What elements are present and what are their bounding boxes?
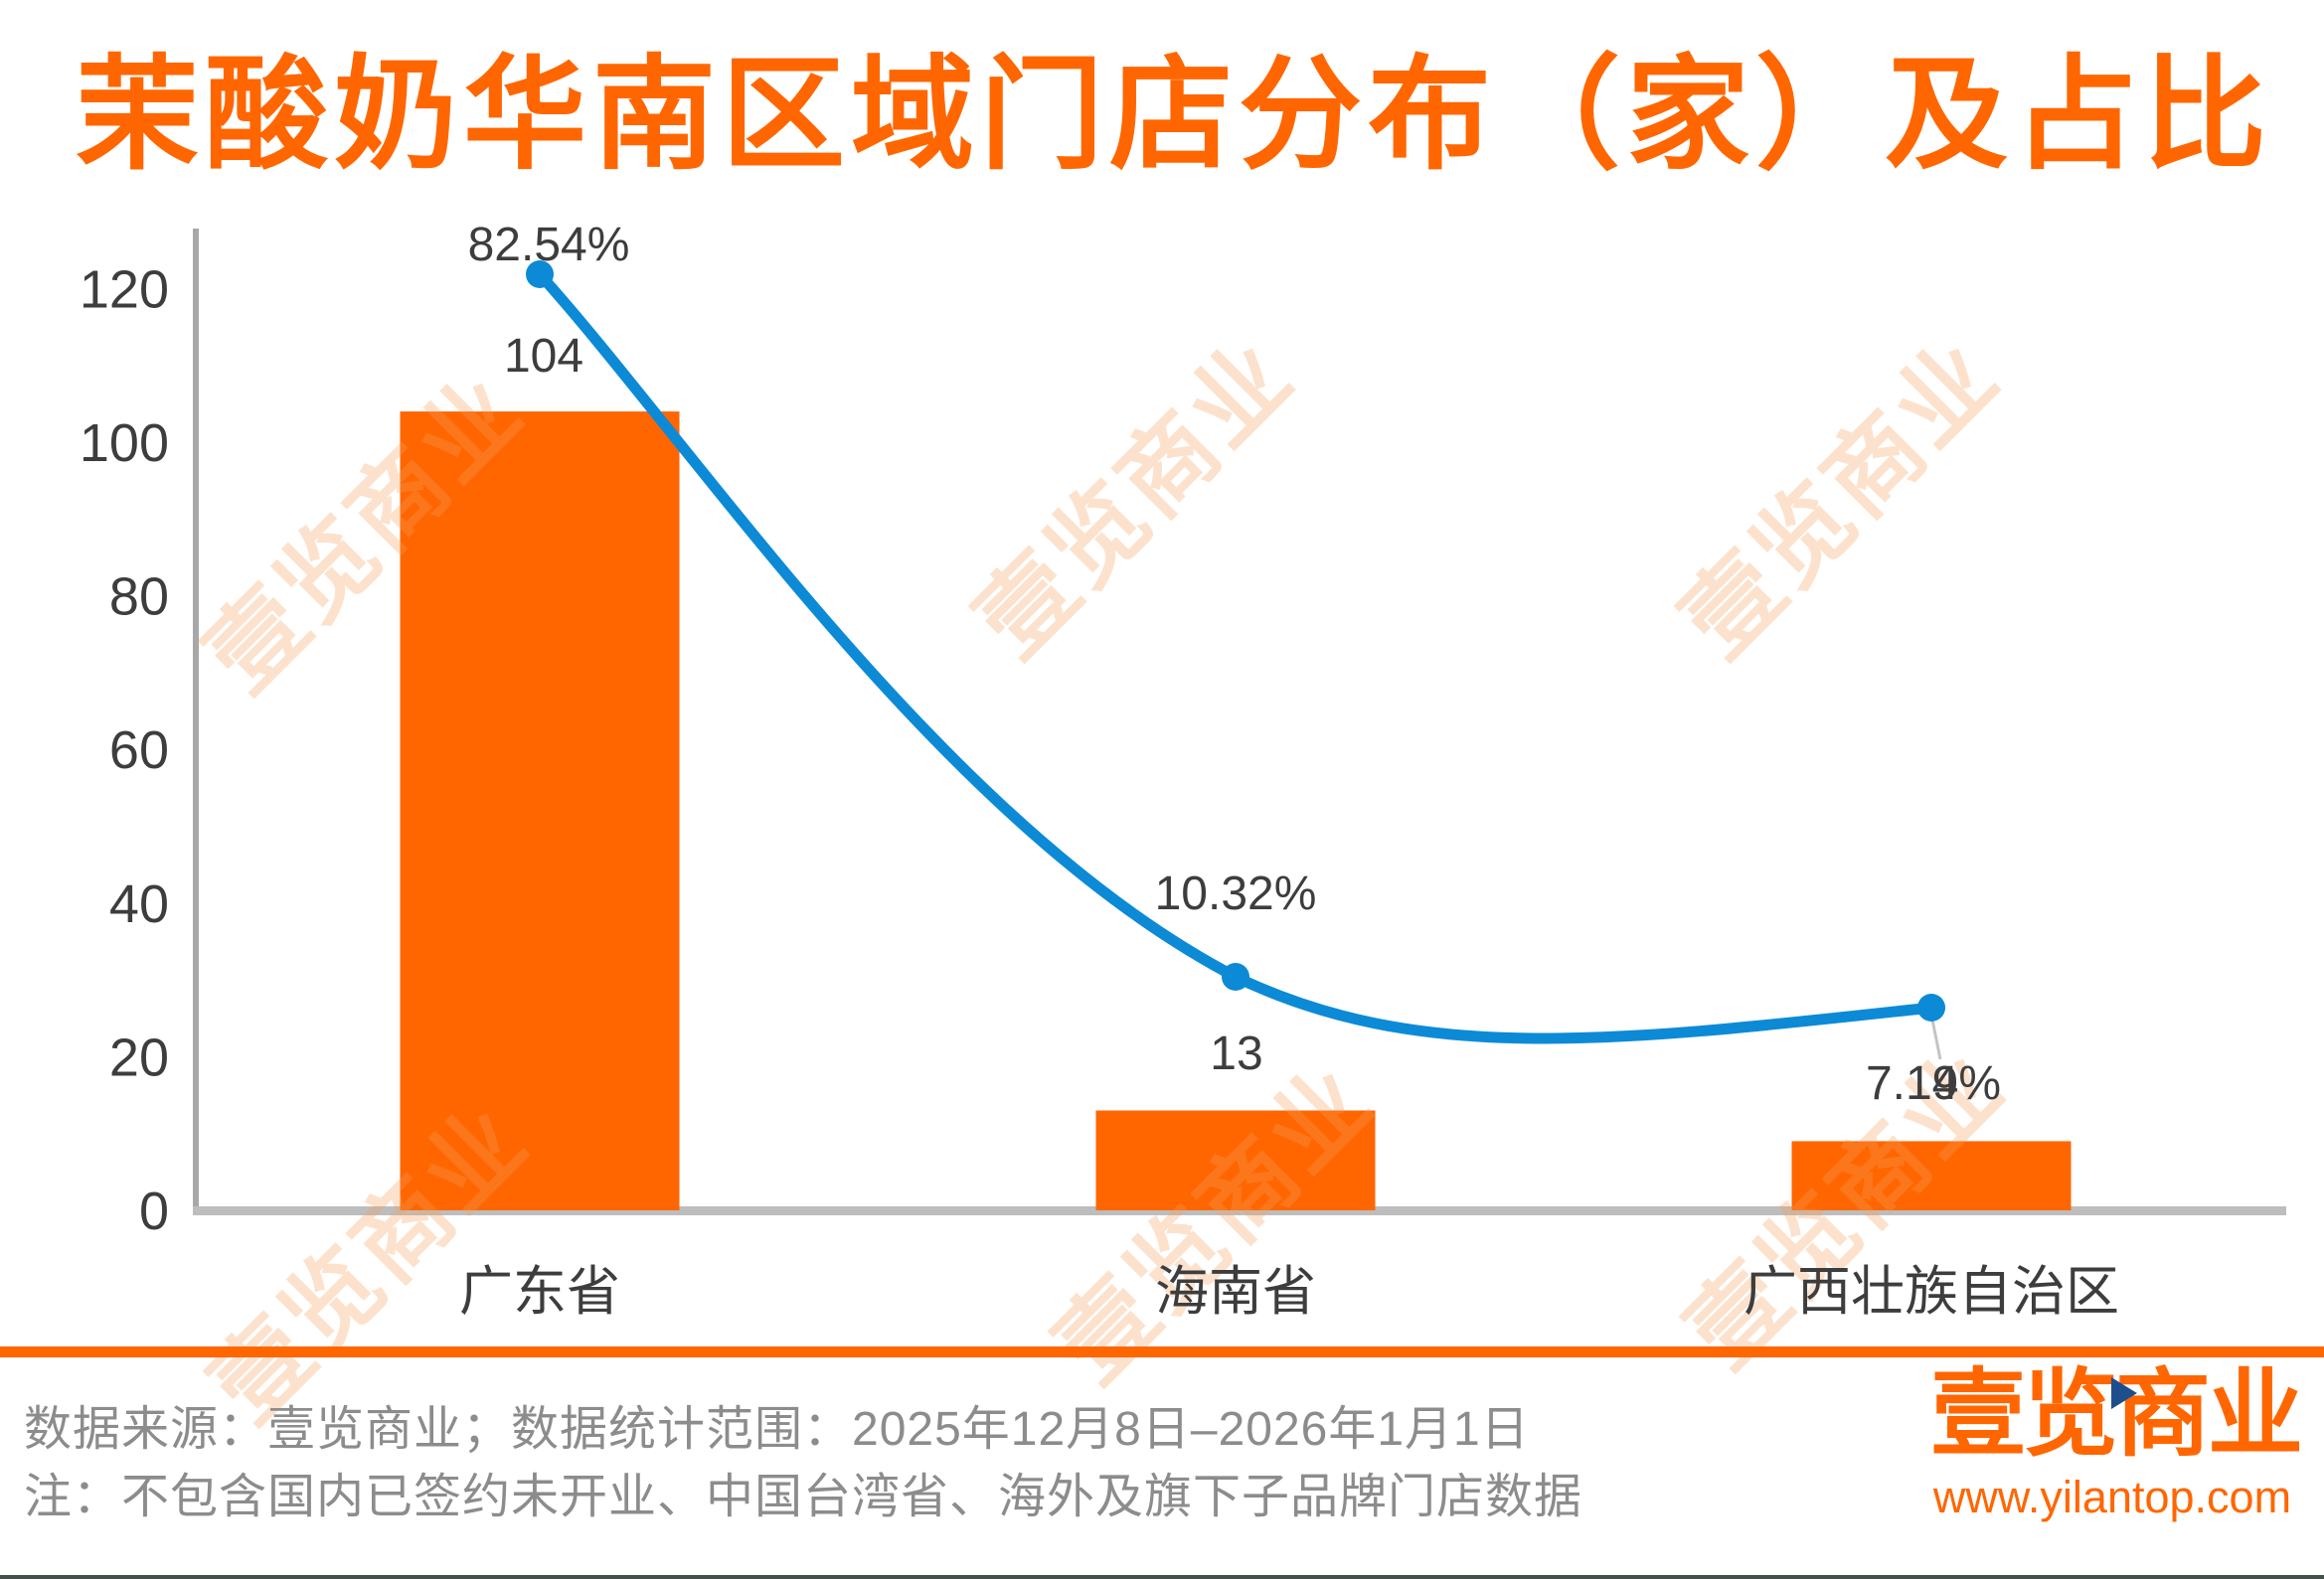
bar-value-label: 104 [504,330,583,383]
bottom-border [0,1575,2324,1579]
x-axis-line [193,1206,2286,1215]
share-pct-label: 82.54% [468,219,630,271]
play-triangle-icon [2111,1377,2138,1409]
y-tick-label: 20 [109,1027,169,1087]
bar-value-label: 9 [1932,1057,1959,1110]
y-tick-label: 100 [80,413,169,473]
y-tick-label: 120 [80,259,169,319]
bar-广西壮族自治区 [1791,1141,2072,1210]
watermark-text: 壹览商业 [957,321,1314,678]
y-tick-label: 0 [139,1182,169,1241]
brand-logo-text: 壹览商业 [1930,1364,2303,1466]
share-pct-label: 10.32% [1155,868,1317,920]
bar-海南省 [1095,1110,1376,1210]
bar-广东省 [400,411,680,1211]
brand-logo: 壹览商业 www.yilantop.com [1930,1364,2303,1523]
watermark-text: 壹览商业 [1663,321,2020,678]
y-tick-label: 80 [109,567,169,627]
share-line [534,268,1937,1044]
data-source-note: 数据来源：壹览商业；数据统计范围：2025年12月8日–2026年1月1日 [24,1403,1530,1456]
footer-divider [0,1346,2324,1357]
bar-value-label: 13 [1210,1027,1262,1080]
line-point-海南省 [1222,963,1249,991]
y-axis-line [193,229,199,1214]
website-url: www.yilantop.com [1932,1471,2292,1522]
label-leader-line [1930,1019,1942,1060]
line-point-广东省 [526,260,554,288]
data-scope-note: 注：不包含国内已签约未开业、中国台湾省、海外及旗下子品牌门店数据 [24,1471,1583,1523]
category-label: 广东省 [459,1262,620,1322]
line-point-广西壮族自治区 [1917,994,1945,1022]
y-tick-label: 60 [109,720,169,780]
share-pct-label: 7.14% [1866,1057,2001,1110]
category-label: 广西壮族自治区 [1743,1262,2119,1322]
category-label: 海南省 [1155,1262,1316,1322]
y-tick-label: 40 [109,874,169,934]
page-title: 茉酸奶华南区域门店分布（家）及占比 [76,47,2273,184]
